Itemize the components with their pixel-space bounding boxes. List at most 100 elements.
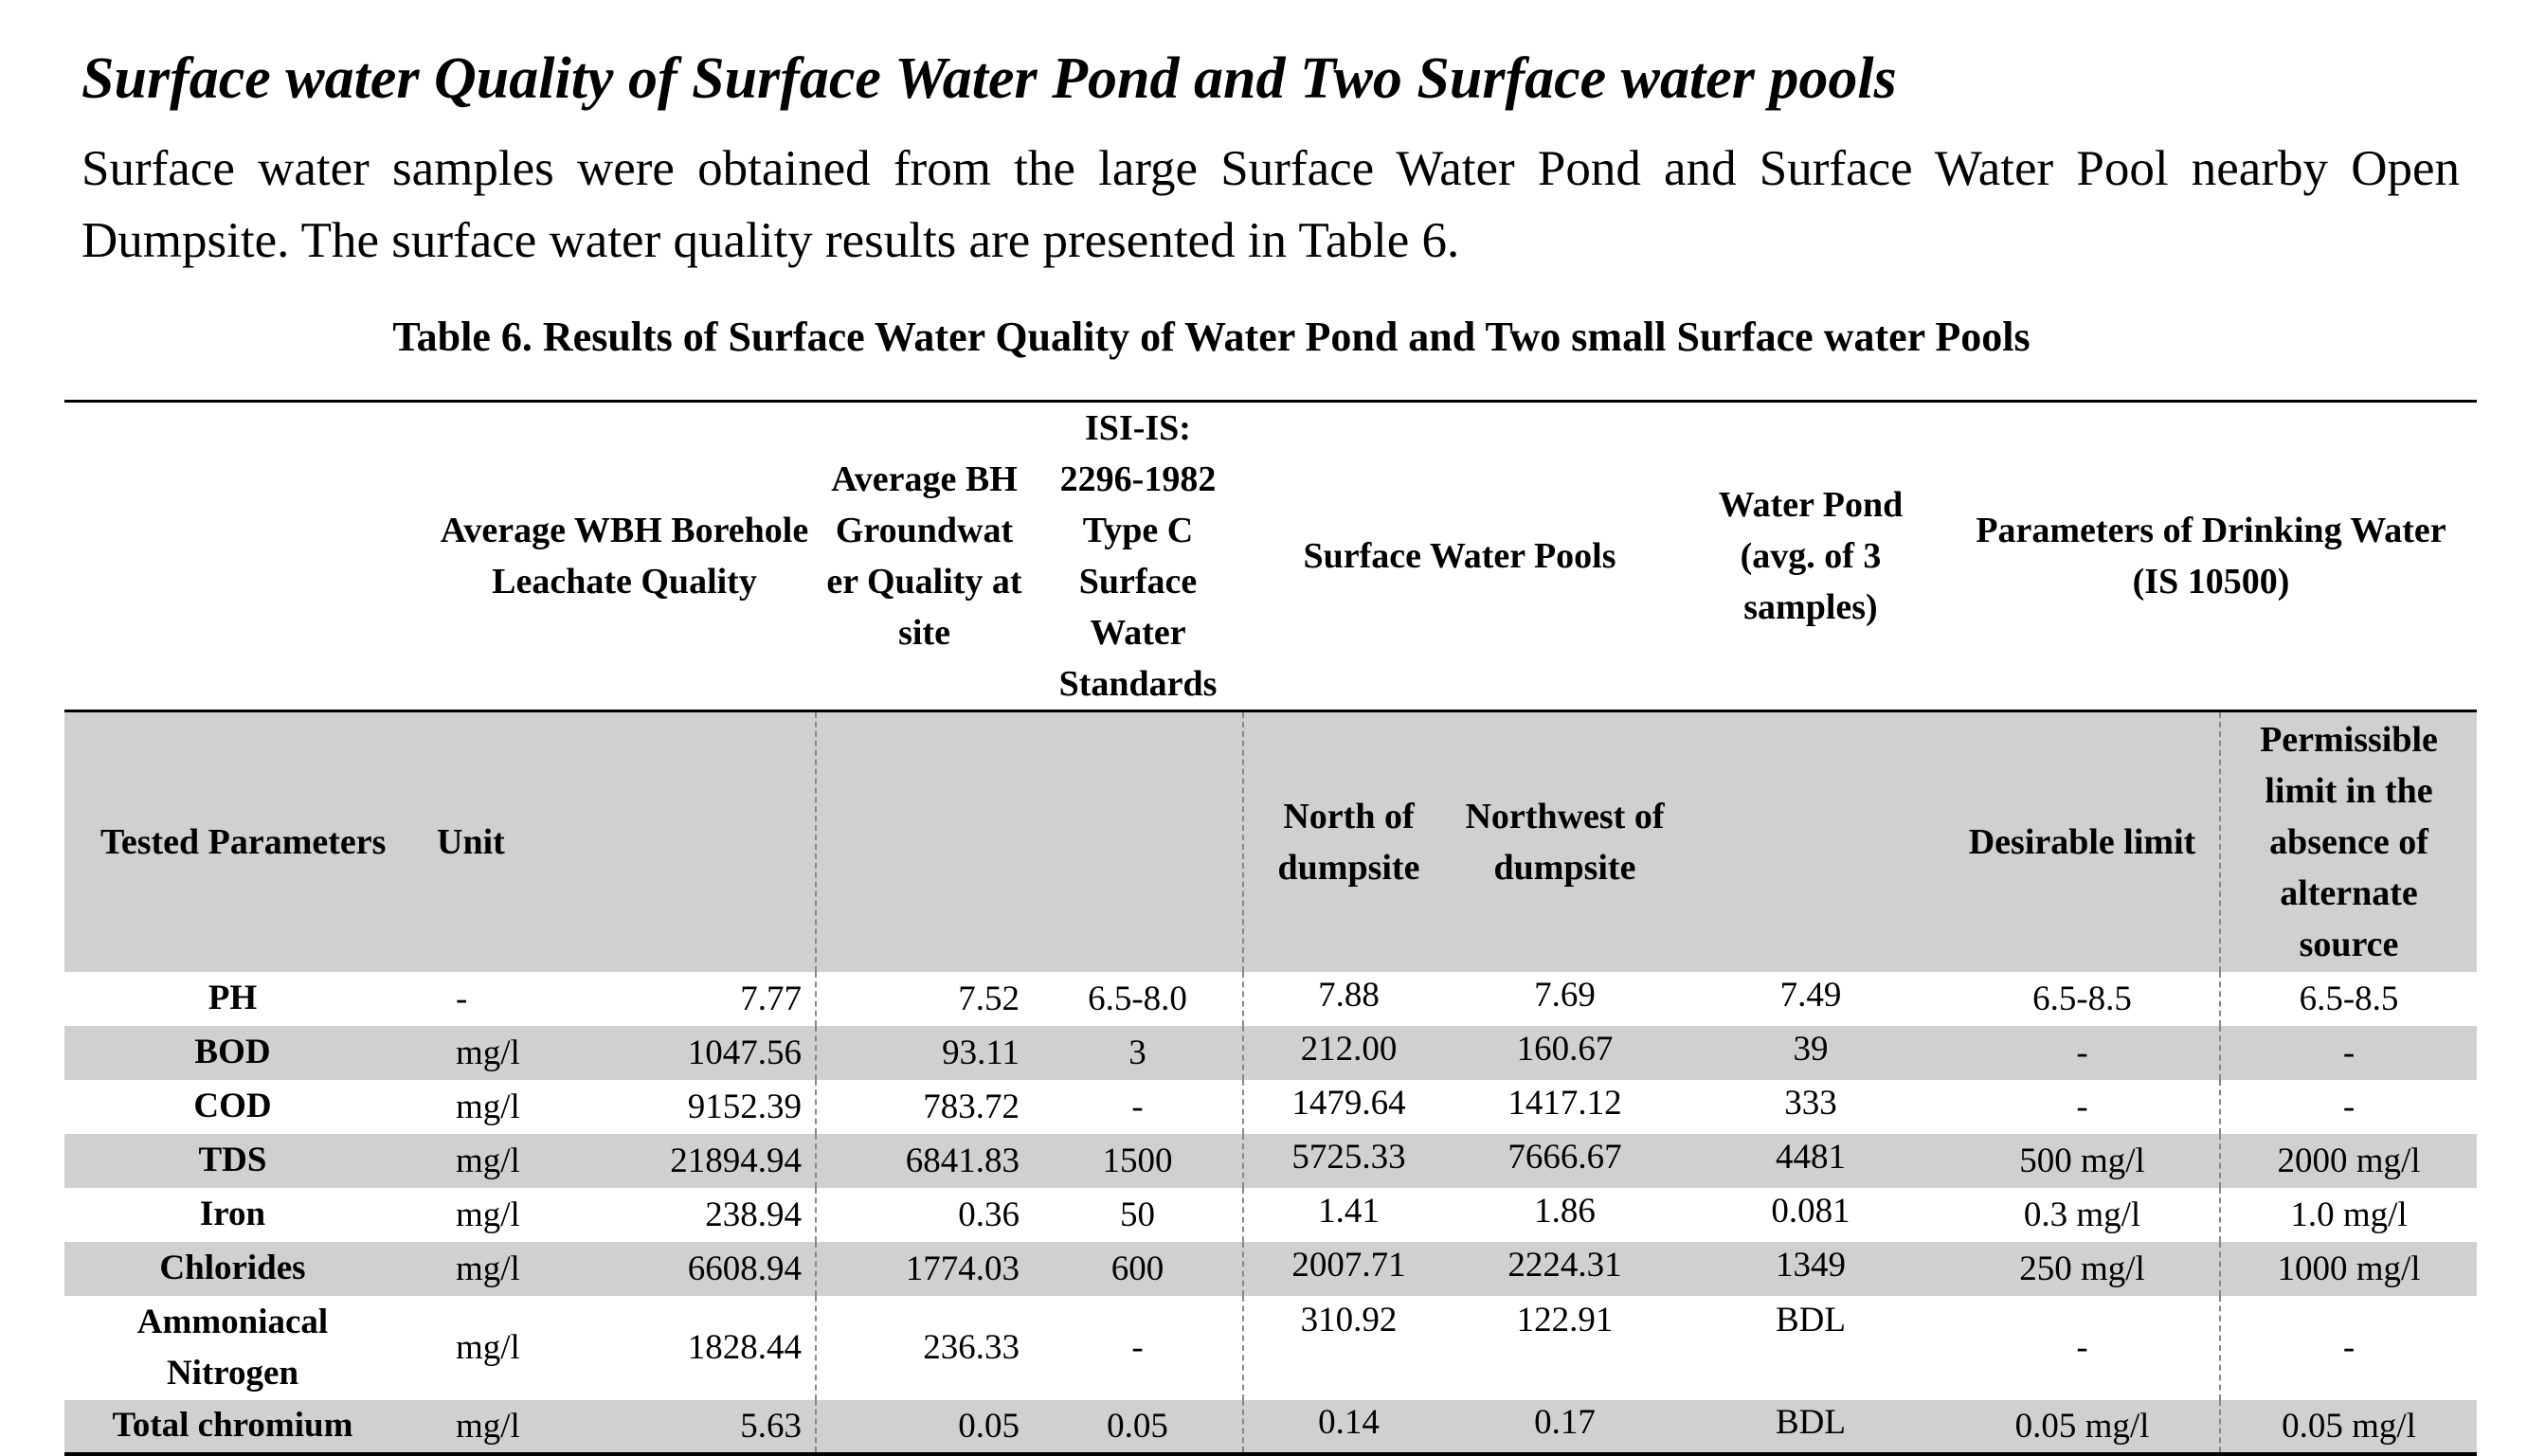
header-wbh: Average WBH Borehole Leachate Quality xyxy=(401,400,816,712)
table-row: COD mg/l 9152.39 783.72 - 1479.64 1417.1… xyxy=(64,1079,2477,1134)
pond-cell: 7.49 xyxy=(1676,972,1945,1026)
northwest-cell: 1417.12 xyxy=(1453,1080,1676,1134)
unit-cell: mg/l xyxy=(401,1133,574,1188)
param-name: PH xyxy=(208,979,258,1017)
north-value: 0.14 xyxy=(1318,1402,1380,1442)
desirable-cell: - xyxy=(1945,1025,2220,1080)
isi-cell: 1500 xyxy=(1033,1133,1243,1188)
bh-cell: 236.33 xyxy=(815,1295,1033,1400)
wbh-cell: 1828.44 xyxy=(687,1328,802,1367)
north-value: 7.88 xyxy=(1318,975,1380,1015)
table-row: PH - 7.77 7.52 6.5-8.0 7.88 7.69 7.49 6.… xyxy=(64,971,2477,1026)
table-row: Iron mg/l 238.94 0.36 50 1.41 1.86 0.081… xyxy=(64,1187,2477,1242)
param-name: Chlorides xyxy=(64,1241,401,1296)
unit-cell: mg/l xyxy=(456,1328,520,1367)
desirable-cell: - xyxy=(2076,1328,2088,1367)
header-northwest: Northwest of dumpsite xyxy=(1453,710,1676,972)
north-value: 2007.71 xyxy=(1291,1245,1406,1285)
header-sub-blank-1 xyxy=(574,710,816,972)
bh-cell: 1774.03 xyxy=(815,1241,1033,1296)
param-name: Iron xyxy=(199,1195,266,1233)
north-cell: 2007.71 xyxy=(1242,1241,1453,1296)
isi-cell: 3 xyxy=(1033,1025,1243,1080)
north-value: 5725.33 xyxy=(1291,1137,1406,1177)
header-bh: Average BH Groundwat er Quality at site xyxy=(816,400,1033,712)
header-sub-blank-2 xyxy=(815,710,1033,972)
wbh-cell: 7.77 xyxy=(740,979,802,1018)
north-cell: 310.92 xyxy=(1242,1295,1453,1400)
unit-cell: mg/l xyxy=(456,1087,520,1126)
pond-cell: 333 xyxy=(1676,1080,1945,1134)
pond-value: 7.49 xyxy=(1779,975,1842,1015)
bh-cell: 0.36 xyxy=(815,1187,1033,1242)
desirable-cell: - xyxy=(2076,1087,2088,1126)
header-permissible: Permissible limit in the absence of alte… xyxy=(2219,710,2477,972)
isi-cell: 600 xyxy=(1033,1241,1243,1296)
desirable-cell: 0.05 mg/l xyxy=(1945,1399,2220,1456)
intro-paragraph: Surface water samples were obtained from… xyxy=(81,141,2460,268)
header-sub-blank-4 xyxy=(1676,710,1945,972)
permissible-cell: 1.0 mg/l xyxy=(2219,1187,2477,1242)
table-row: TDS mg/l 21894.94 6841.83 1500 5725.33 7… xyxy=(64,1133,2477,1188)
param-name: TDS xyxy=(64,1133,401,1188)
permissible-cell: - xyxy=(2219,1295,2477,1400)
north-value: 1479.64 xyxy=(1291,1083,1406,1123)
unit-cell: mg/l xyxy=(401,1241,574,1296)
water-quality-table: Average WBH Borehole Leachate Quality Av… xyxy=(64,400,2477,1456)
pond-cell: 4481 xyxy=(1676,1133,1945,1188)
isi-cell: 50 xyxy=(1120,1195,1155,1234)
isi-cell: 6.5-8.0 xyxy=(1088,979,1187,1018)
north-cell: 7.88 xyxy=(1242,971,1453,1026)
northwest-cell: 122.91 xyxy=(1516,1300,1614,1339)
northwest-value: 7666.67 xyxy=(1507,1137,1622,1177)
header-sub-blank-3 xyxy=(1033,710,1243,972)
bh-cell: 6841.83 xyxy=(815,1133,1033,1188)
header-pond: Water Pond (avg. of 3 samples) xyxy=(1676,400,1945,712)
northwest-cell: 7666.67 xyxy=(1453,1133,1676,1188)
unit-cell: mg/l xyxy=(401,1399,574,1456)
wbh-cell: 6608.94 xyxy=(574,1241,816,1296)
table-row: BOD mg/l 1047.56 93.11 3 212.00 160.67 3… xyxy=(64,1025,2477,1080)
bh-cell: 93.11 xyxy=(815,1025,1033,1080)
permissible-cell: 0.05 mg/l xyxy=(2219,1399,2477,1456)
northwest-cell: 2224.31 xyxy=(1453,1241,1676,1296)
pond-value: 1349 xyxy=(1776,1245,1846,1285)
unit-cell: - xyxy=(456,979,468,1018)
table-caption: Table 6. Results of Surface Water Qualit… xyxy=(392,314,2031,360)
isi-cell: - xyxy=(1131,1087,1144,1126)
bh-cell: 783.72 xyxy=(815,1079,1033,1134)
pond-cell: BDL xyxy=(1676,1399,1945,1456)
pond-cell: 0.081 xyxy=(1676,1188,1945,1242)
header-blank xyxy=(64,400,401,712)
param-name: Ammoniacal Nitrogen xyxy=(136,1302,329,1393)
table-row: Total chromium mg/l 5.63 0.05 0.05 0.14 … xyxy=(64,1399,2477,1456)
northwest-value: 1417.12 xyxy=(1507,1083,1622,1123)
header-param: Tested Parameters xyxy=(64,710,401,972)
north-value: 212.00 xyxy=(1300,1029,1398,1069)
unit-cell: mg/l xyxy=(456,1195,520,1234)
desirable-cell: 250 mg/l xyxy=(1945,1241,2220,1296)
wbh-cell: 238.94 xyxy=(705,1195,802,1234)
north-cell: 212.00 xyxy=(1242,1025,1453,1080)
desirable-cell: 500 mg/l xyxy=(1945,1133,2220,1188)
north-cell: 1.41 xyxy=(1242,1187,1453,1242)
header-unit: Unit xyxy=(401,710,574,972)
isi-cell: - xyxy=(1131,1328,1144,1367)
wbh-cell: 21894.94 xyxy=(574,1133,816,1188)
desirable-cell: 6.5-8.5 xyxy=(2032,979,2132,1018)
permissible-cell: 2000 mg/l xyxy=(2219,1133,2477,1188)
table-row: Chlorides mg/l 6608.94 1774.03 600 2007.… xyxy=(64,1241,2477,1296)
header-north: North of dumpsite xyxy=(1242,710,1453,972)
northwest-value: 160.67 xyxy=(1516,1029,1614,1069)
header-pools: Surface Water Pools xyxy=(1243,400,1676,712)
permissible-cell: - xyxy=(2219,1025,2477,1080)
north-value: 1.41 xyxy=(1318,1191,1380,1231)
northwest-cell: 7.69 xyxy=(1453,972,1676,1026)
section-heading: Surface water Quality of Surface Water P… xyxy=(81,46,1897,111)
northwest-value: 1.86 xyxy=(1534,1191,1596,1231)
desirable-cell: 0.3 mg/l xyxy=(2023,1195,2141,1234)
unit-cell: mg/l xyxy=(401,1025,574,1080)
bh-cell: 0.05 xyxy=(815,1399,1033,1456)
header-drinking: Parameters of Drinking Water (IS 10500) xyxy=(1945,400,2477,712)
north-cell: 1479.64 xyxy=(1242,1079,1453,1134)
